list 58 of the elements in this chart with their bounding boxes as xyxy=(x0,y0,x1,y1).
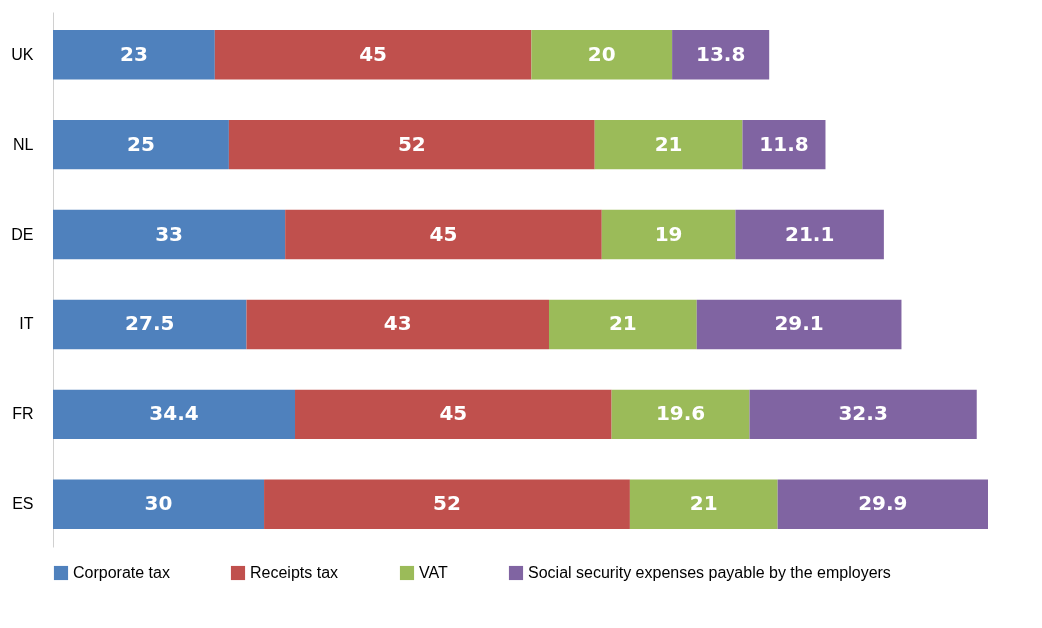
data-label: 23 xyxy=(119,41,148,66)
data-label: 25 xyxy=(127,131,155,156)
data-label: 20 xyxy=(587,41,616,66)
data-label: 45 xyxy=(429,221,458,246)
y-tick-label: DE xyxy=(11,225,34,243)
y-tick-label: UK xyxy=(11,45,34,63)
y-tick-label: ES xyxy=(12,495,34,513)
y-tick-label: IT xyxy=(19,315,34,333)
bar xyxy=(594,119,743,170)
data-label: 32.3 xyxy=(838,401,888,426)
bar xyxy=(285,209,602,260)
legend-label: Receipts tax xyxy=(250,564,339,581)
bar xyxy=(295,389,612,440)
bar xyxy=(601,209,736,260)
bar xyxy=(228,119,595,170)
bar xyxy=(53,299,247,350)
data-label: 13.8 xyxy=(695,41,746,66)
data-label: 19 xyxy=(654,221,683,246)
y-tick-label: FR xyxy=(12,405,34,423)
data-label: 34.4 xyxy=(149,401,199,426)
bar xyxy=(777,479,988,530)
legend-label: VAT xyxy=(419,564,448,581)
data-label: 29.1 xyxy=(774,311,824,336)
data-label: 27.5 xyxy=(125,311,175,336)
data-label: 21.1 xyxy=(784,221,835,246)
data-label: 45 xyxy=(439,401,468,426)
bar xyxy=(629,479,778,530)
data-label: 52 xyxy=(433,491,461,516)
bar xyxy=(53,479,265,530)
bar xyxy=(264,479,630,530)
bar xyxy=(548,299,697,350)
data-label: 52 xyxy=(397,131,426,156)
bar xyxy=(214,29,532,80)
data-label: 43 xyxy=(383,311,412,336)
bar xyxy=(53,209,286,260)
data-label: 19.6 xyxy=(655,401,706,426)
bar xyxy=(749,389,977,440)
legend-label: Social security expenses payable by the employers xyxy=(528,564,891,581)
data-label: 33 xyxy=(155,221,184,246)
bar xyxy=(742,119,826,170)
data-label: 21 xyxy=(608,311,637,336)
bar xyxy=(246,299,549,350)
bar xyxy=(696,299,902,350)
data-label: 45 xyxy=(359,41,388,66)
bar xyxy=(611,389,750,440)
data-label: 21 xyxy=(689,491,718,516)
bar xyxy=(53,29,215,80)
bar xyxy=(735,209,884,260)
data-label: 29.9 xyxy=(858,491,908,516)
bar xyxy=(53,119,229,170)
data-label: 21 xyxy=(654,131,683,156)
legend-label: Corporate tax xyxy=(73,564,170,581)
y-tick-label: NL xyxy=(13,135,34,153)
bar xyxy=(672,29,770,80)
data-label: 30 xyxy=(144,491,173,516)
bar xyxy=(53,389,296,440)
data-label: 11.8 xyxy=(759,131,809,156)
bar xyxy=(531,29,673,80)
